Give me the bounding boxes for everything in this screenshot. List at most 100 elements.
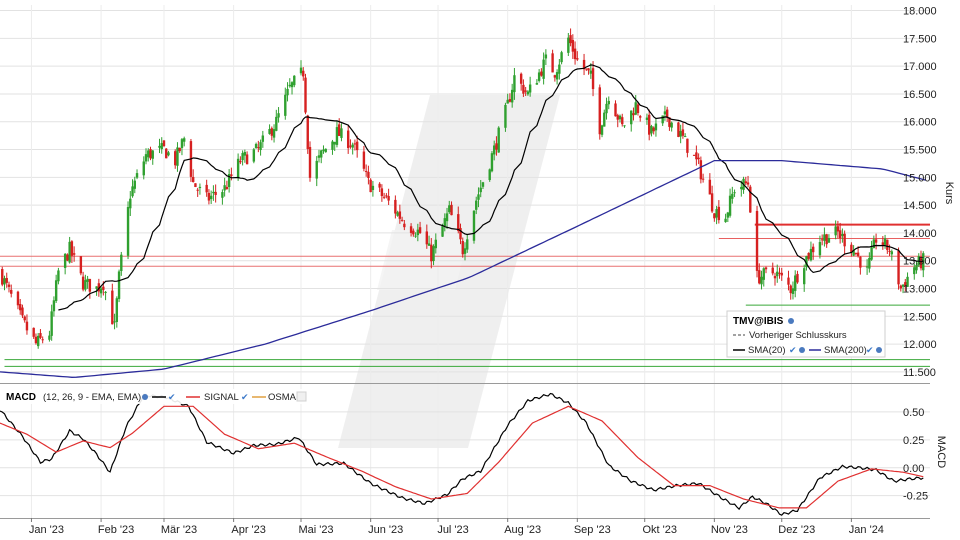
candle-body xyxy=(32,327,35,337)
legend-sma200-check-icon[interactable]: ✔ xyxy=(866,345,874,355)
candle-body xyxy=(497,127,500,153)
candle-body xyxy=(158,145,161,148)
candle-body xyxy=(243,151,247,156)
candle-body xyxy=(733,192,736,194)
candle-body xyxy=(84,280,87,290)
candle-body xyxy=(364,171,368,173)
candle-body xyxy=(571,39,575,52)
candle-body xyxy=(252,149,256,162)
candle-body xyxy=(540,71,543,76)
candle-body xyxy=(272,129,276,138)
candle-body xyxy=(558,64,561,74)
candle-body xyxy=(230,174,233,176)
candle-body xyxy=(472,210,476,241)
candle-body xyxy=(616,115,619,120)
candle-body xyxy=(167,152,170,156)
candle-body xyxy=(434,239,437,249)
candle-body xyxy=(346,130,350,149)
candle-body xyxy=(257,147,260,149)
legend-osma-label: OSMA xyxy=(268,392,297,403)
legend-instrument-title: TMV@IBIS xyxy=(733,316,784,327)
candle-body xyxy=(888,250,891,252)
candle-body xyxy=(147,150,150,158)
legend-sma200-gear-icon[interactable] xyxy=(876,347,882,353)
candle-body xyxy=(21,307,24,316)
candle-body xyxy=(34,336,38,344)
candle-body xyxy=(288,84,291,87)
candle-body xyxy=(293,75,296,86)
candle-body xyxy=(710,193,714,212)
candle-body xyxy=(254,143,258,148)
candle-body xyxy=(427,243,431,246)
x-tick-label: Apr '23 xyxy=(231,524,266,536)
candle-body xyxy=(115,298,119,322)
candle-body xyxy=(151,150,154,159)
candle-body xyxy=(731,193,734,199)
candle-body xyxy=(214,191,217,195)
candle-body xyxy=(302,70,305,77)
x-tick-label: Jan '24 xyxy=(849,524,884,536)
candle-body xyxy=(95,286,98,289)
legend-macd-check-icon[interactable]: ✔ xyxy=(168,392,176,402)
candle-body xyxy=(665,109,669,118)
candle-body xyxy=(771,267,774,274)
candle-body xyxy=(598,87,601,135)
legend-osma-toggle[interactable] xyxy=(296,391,307,402)
legend-signal-check-icon[interactable]: ✔ xyxy=(241,392,249,402)
candle-body xyxy=(587,68,590,71)
candle-body xyxy=(196,189,199,191)
candle-body xyxy=(567,37,570,53)
candle-body xyxy=(353,143,357,145)
price-candles xyxy=(1,28,925,349)
x-axis: Jan '23 Feb '23 Mär '23 Apr '23 Mai '23 Jun '… xyxy=(29,518,884,536)
candle-body xyxy=(111,290,114,325)
candle-body xyxy=(758,270,761,284)
legend-prev-close-label: Vorheriger Schlusskurs xyxy=(749,330,847,341)
candle-body xyxy=(490,153,494,172)
candle-body xyxy=(681,129,685,136)
legend-sma20-check-icon[interactable]: ✔ xyxy=(789,345,797,355)
candle-body xyxy=(331,141,334,150)
candle-body xyxy=(135,173,139,178)
macd-axis-label: MACD xyxy=(935,436,947,468)
candle-body xyxy=(425,231,429,245)
candle-body xyxy=(120,254,123,272)
candle-body xyxy=(654,123,658,131)
candle-body xyxy=(535,83,539,85)
candle-body xyxy=(679,131,682,137)
candle-body xyxy=(607,100,610,105)
x-tick-label: Jan '23 xyxy=(29,524,64,536)
legend-sma20-gear-icon[interactable] xyxy=(799,347,805,353)
candle-body xyxy=(149,149,152,159)
candle-body xyxy=(726,212,730,218)
candle-body xyxy=(901,284,905,287)
candle-body xyxy=(7,284,11,287)
candle-body xyxy=(897,250,900,285)
candle-body xyxy=(652,127,655,132)
candle-body xyxy=(504,104,507,128)
candle-body xyxy=(818,242,822,256)
candle-body xyxy=(209,195,213,200)
candle-body xyxy=(466,239,469,250)
candle-body xyxy=(409,226,413,233)
settings-gear-icon[interactable] xyxy=(788,318,794,324)
candle-body xyxy=(5,277,8,283)
candle-body xyxy=(41,339,44,341)
candle-body xyxy=(663,111,667,115)
candle-body xyxy=(362,151,366,169)
candle-body xyxy=(349,145,352,147)
macd-legend: MACD (12, 26, 9 - EMA, EMA) ✔ SIGNAL ✔ O… xyxy=(2,389,310,404)
candle-body xyxy=(838,230,842,239)
candle-body xyxy=(23,316,26,321)
candle-body xyxy=(70,241,74,256)
candle-body xyxy=(239,160,242,163)
macd-gear-icon[interactable] xyxy=(142,394,148,400)
legend-macd-name: MACD xyxy=(6,392,36,403)
candle-body xyxy=(762,268,765,280)
candle-body xyxy=(740,186,743,190)
candle-body xyxy=(387,196,390,201)
candle-body xyxy=(99,288,103,294)
candle-body xyxy=(755,210,759,271)
candle-body xyxy=(430,244,433,262)
x-tick-label: Okt '23 xyxy=(642,524,677,536)
